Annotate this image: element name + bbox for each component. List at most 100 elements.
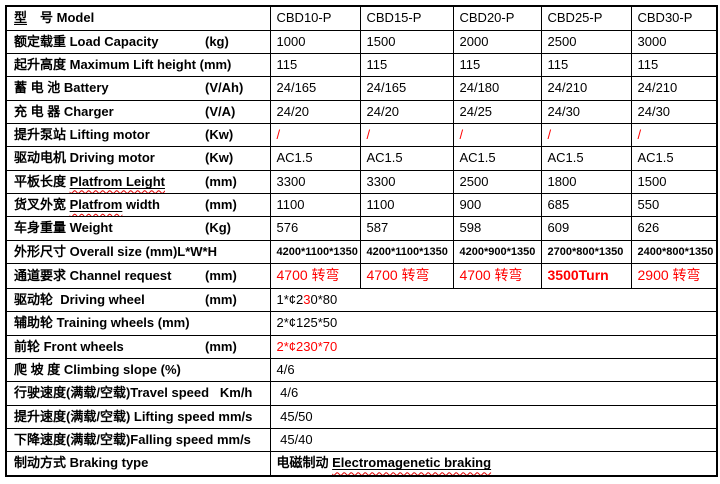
text-segment: 3300 [276,173,306,189]
row-front-wheels: 前轮 Front wheels (mm) 2*¢230*70 [5,334,718,359]
value-overall-size-col4: 2700*800*1350 [540,239,632,264]
text-segment: 行驶速度(满载/空载)Travel speed Km/h [14,385,253,401]
text-segment: 24/165 [276,80,317,96]
value-charger-col4: 24/30 [540,99,632,124]
row-battery: 蓄 电 池 Battery (V/Ah) 24/165 24/165 24/180 24/… [5,76,718,101]
text-segment: 1000 [276,33,306,49]
value-model-col2: CBD15-P [359,5,454,31]
unit-battery: (V/Ah) [205,80,244,96]
row-training-wheels: 辅助轮 Training wheels (mm) 2*¢125*50 [5,311,718,336]
value-charger-col5: 24/30 [630,99,718,124]
label-travel-speed: 行驶速度(满载/空载)Travel speed Km/h [5,381,271,406]
text-segment: 45/40 [276,431,313,447]
text-segment: 45/50 [276,408,313,424]
value-lifting-motor-col4: / [540,122,632,148]
unit-charger: (V/A) [205,103,236,119]
text-segment: 24/210 [637,80,678,96]
text-segment: 115 [366,56,388,72]
value-driving-motor-col5: AC1.5 [630,146,718,171]
value-battery-col2: 24/165 [359,76,454,101]
value-weight-col2: 587 [359,216,454,241]
value-channel-request-col4: 3500Turn [540,262,632,289]
label-driving-motor: 驱动电机 Driving motor (Kw) [5,146,271,171]
value-weight-col5: 626 [630,216,718,241]
value-lift-height-col4: 115 [540,52,632,78]
text-segment: 4200*1100*1350 [366,245,448,258]
value-lift-height-col3: 115 [452,52,542,78]
value-overall-size-col1: 4200*1100*1350 [269,239,361,264]
text-segment: Platfrom Leight [70,174,165,189]
text-segment: 24/210 [547,80,588,96]
row-lifting-motor: 提升泵站 Lifting motor (Kw) / / / / / [5,122,718,148]
text-segment: 蓄 电 池 Battery [14,80,109,96]
label-model: 型 号 Model [5,5,271,31]
text-segment: 609 [547,220,570,236]
text-segment: 额定载重 Load Capacity [14,33,159,49]
text-segment: AC1.5 [637,150,674,166]
text-segment: 1*¢2 [276,291,304,307]
value-lifting-motor-col3: / [452,122,542,148]
value-platform-length-col4: 1800 [540,169,632,194]
text-segment: Platfrom [69,196,123,212]
row-driving-motor: 驱动电机 Driving motor (Kw) AC1.5 AC1.5 AC1.5 AC1… [5,146,718,171]
text-segment: 4700 转弯 [276,267,340,284]
text-segment: 2000 [459,33,489,49]
text-segment: 24/20 [366,103,400,119]
text-segment: 685 [547,196,570,212]
value-platform-width-col3: 900 [452,192,542,218]
label-platform-length: 平板长度 Platfrom Leight (mm) [5,169,271,194]
value-driving-motor-col2: AC1.5 [359,146,454,171]
label-climbing-slope: 爬 坡 度 Climbing slope (%) [5,357,271,383]
label-battery: 蓄 电 池 Battery (V/Ah) [5,76,271,101]
value-model-col1: CBD10-P [269,5,361,31]
text-segment: 2*¢125*50 [276,315,338,331]
text-segment: 3500Turn [547,267,609,284]
value-model-col5: CBD30-P [630,5,718,31]
unit-load-capacity: (kg) [205,33,229,49]
text-segment: 3000 [637,33,667,49]
value-lift-height-col1: 115 [269,52,361,78]
value-load-capacity-col4: 2500 [540,29,632,54]
label-falling-speed: 下降速度(满载/空载)Falling speed mm/s [5,427,271,453]
value-driving-wheel: 1*¢230*80 [269,287,718,313]
value-load-capacity-col3: 2000 [452,29,542,54]
text-segment: CBD15-P [366,10,422,26]
text-segment: 2500 [547,33,577,49]
value-lifting-speed: 45/50 [269,404,718,429]
value-lifting-motor-col1: / [269,122,361,148]
value-platform-length-col1: 3300 [269,169,361,194]
text-segment: 115 [459,56,481,72]
text-segment: 2700*800*1350 [547,245,624,258]
text-segment: 4/6 [276,385,299,401]
text-segment: 4/6 [276,361,295,377]
label-lift-height: 起升高度 Maximum Lift height (mm) [5,52,271,78]
value-driving-motor-col1: AC1.5 [269,146,361,171]
unit-weight: (Kg) [205,220,231,236]
row-load-capacity: 额定载重 Load Capacity (kg) 1000 1500 2000 2500 30… [5,29,718,54]
text-segment: 提升速度(满载/空载) Lifting speed mm/s [14,408,253,424]
value-lift-height-col2: 115 [359,52,454,78]
value-weight-col1: 576 [269,216,361,241]
value-lift-height-col5: 115 [630,52,718,78]
text-segment: 24/20 [276,103,310,119]
value-weight-col4: 609 [540,216,632,241]
row-model: 型 号 Model CBD10-P CBD15-P CBD20-P CBD25-P CBD… [5,5,718,31]
label-driving-wheel: 驱动轮 Driving wheel (mm) [5,287,271,313]
text-segment: AC1.5 [547,150,584,166]
unit-lifting-motor: (Kw) [205,126,234,142]
text-segment: 提升泵站 Lifting motor [14,126,150,142]
value-channel-request-col5: 2900 转弯 [630,262,718,289]
text-segment: 电磁制动 [276,455,333,471]
row-platform-length: 平板长度 Platfrom Leight (mm) 3300 3300 2500 1800… [5,169,718,194]
text-segment: 24/30 [637,103,671,119]
row-climbing-slope: 爬 坡 度 Climbing slope (%) 4/6 [5,357,718,383]
label-lifting-motor: 提升泵站 Lifting motor (Kw) [5,122,271,148]
value-load-capacity-col1: 1000 [269,29,361,54]
text-segment: 4700 转弯 [459,267,523,284]
text-segment: 3300 [366,173,396,189]
text-segment: / [366,126,371,142]
text-segment: 1800 [547,173,577,189]
value-load-capacity-col2: 1500 [359,29,454,54]
text-segment: 1100 [366,196,395,212]
value-driving-motor-col4: AC1.5 [540,146,632,171]
